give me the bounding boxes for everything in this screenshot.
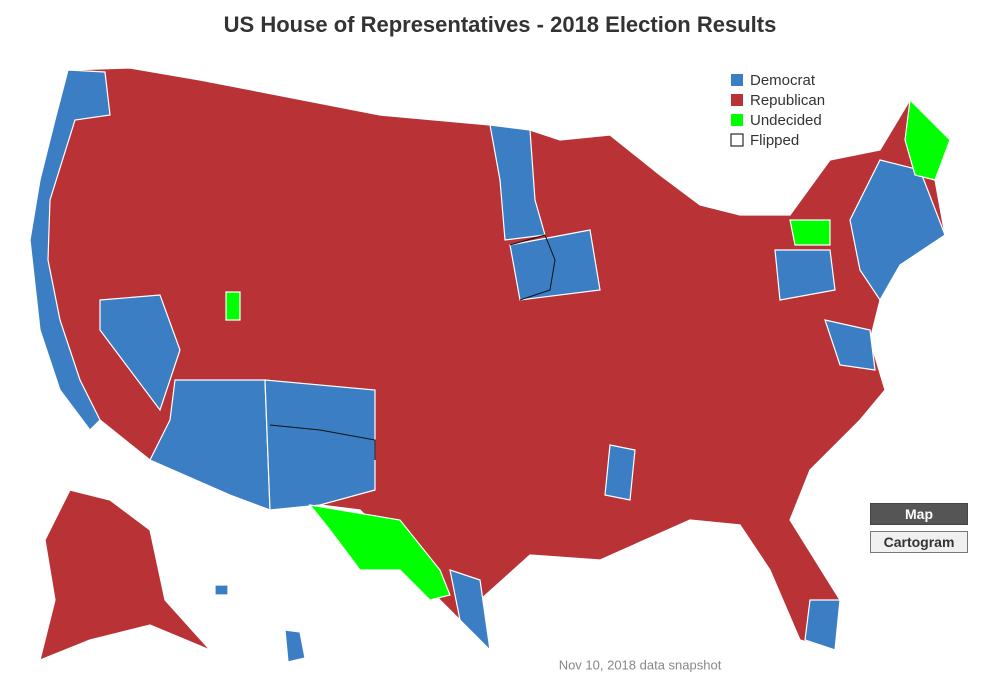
map-button[interactable]: Map xyxy=(870,503,968,525)
footnote: Nov 10, 2018 data snapshot xyxy=(559,657,722,672)
legend-swatch xyxy=(731,94,743,106)
florida-south xyxy=(804,599,841,651)
legend-swatch xyxy=(730,133,744,147)
mississippi xyxy=(604,444,636,501)
alaska xyxy=(39,489,211,661)
legend-label: Undecided xyxy=(750,112,822,129)
northeast xyxy=(849,159,946,302)
pennsylvania xyxy=(774,249,836,301)
legend-swatch xyxy=(731,74,743,86)
title: US House of Representatives - 2018 Elect… xyxy=(224,12,777,37)
utah xyxy=(225,291,241,321)
west-coast xyxy=(29,69,111,431)
legend-label: Flipped xyxy=(750,132,799,149)
new-mexico xyxy=(264,379,376,511)
legend-label: Republican xyxy=(750,92,825,109)
nevada xyxy=(99,294,181,412)
hawaii-islands xyxy=(214,584,229,596)
flipped-outline xyxy=(509,234,556,301)
cartogram-button[interactable]: Cartogram xyxy=(870,531,968,553)
legend-label: Democrat xyxy=(750,72,816,89)
hawaii xyxy=(284,629,306,663)
legend: Democrat Republican Undecided Flipped xyxy=(730,72,825,149)
legend-swatch xyxy=(731,114,743,126)
south-texas xyxy=(449,569,491,652)
virginia xyxy=(824,319,876,371)
flipped-outline xyxy=(269,424,376,460)
west-texas xyxy=(308,504,451,601)
map-shapes xyxy=(29,67,951,663)
illinois-chicago xyxy=(509,229,601,301)
maine xyxy=(904,98,951,181)
new-york xyxy=(789,219,831,246)
